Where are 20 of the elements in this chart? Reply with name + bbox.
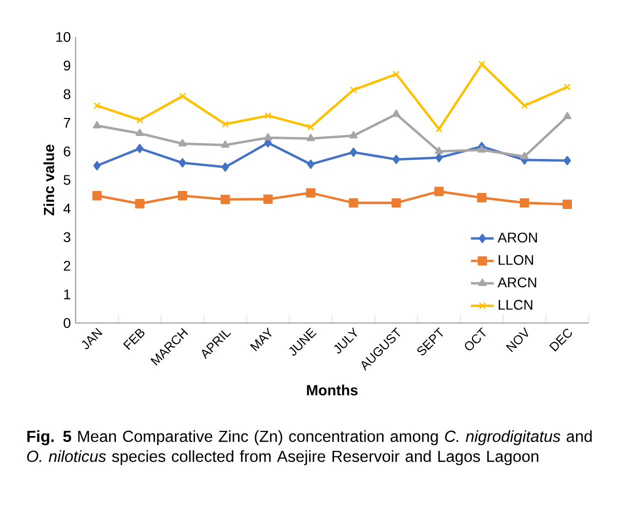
y-tick-label: 7 xyxy=(64,118,70,128)
legend-label: ARON xyxy=(498,232,537,242)
y-tick-label: 8 xyxy=(64,89,70,100)
y-tick-label: 6 xyxy=(64,146,70,156)
legend-label: LLON xyxy=(498,255,534,265)
y-tick-label: 0 xyxy=(64,318,70,328)
x-tick-label: JAN xyxy=(82,328,102,350)
y-tick-label: 1 xyxy=(64,290,70,300)
y-axis-title: Zinc value xyxy=(43,144,54,216)
y-tick-label: 4 xyxy=(63,204,70,214)
x-axis-title: Months xyxy=(307,384,358,396)
legend-label: LLCN xyxy=(498,300,532,310)
x-tick-label: FEB xyxy=(123,328,144,350)
legend-label: ARCN xyxy=(498,277,536,288)
y-tick-label: 2 xyxy=(64,260,70,271)
text: Fig. 5 Mean Comparative Zinc (Zn) concentration among C. nigrodigitatus and O. niloticus species collected from Asejire Reservoir and Lagos Lagoon xyxy=(27,430,592,466)
y-tick-label: 10 xyxy=(56,32,70,42)
y-tick-label: 9 xyxy=(64,60,70,71)
y-tick-label: 3 xyxy=(64,232,70,242)
y-tick-label: 5 xyxy=(64,175,70,185)
